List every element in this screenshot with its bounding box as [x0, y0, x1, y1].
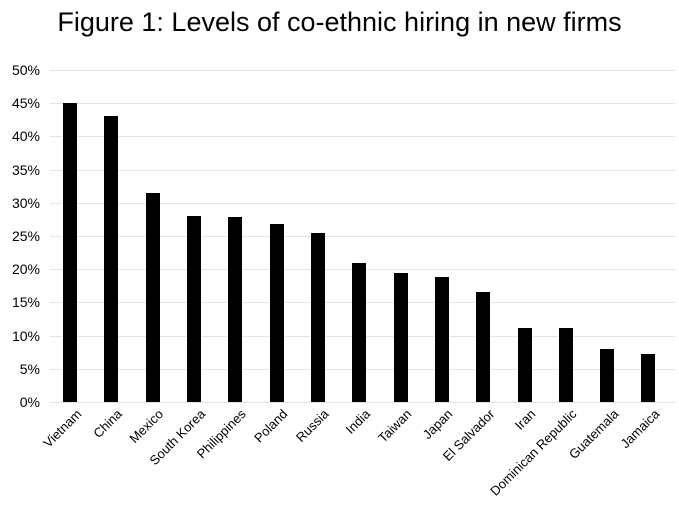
- grid-line: [50, 236, 675, 237]
- y-tick-label: 45%: [11, 95, 40, 112]
- x-tick-label: Iran: [511, 406, 539, 433]
- grid-line: [50, 103, 675, 105]
- chart-title: Figure 1: Levels of co-ethnic hiring in …: [57, 7, 622, 37]
- y-tick-label: 35%: [11, 161, 40, 178]
- bar-jamaica: [641, 354, 656, 402]
- bar-poland: [269, 224, 284, 402]
- bar-japan: [434, 277, 449, 402]
- grid-line: [50, 202, 675, 204]
- y-tick-label: 20%: [11, 261, 40, 278]
- x-tick-label: Russia: [293, 406, 332, 446]
- bar-guatemala: [600, 348, 615, 402]
- bar-russia: [310, 233, 325, 402]
- y-tick-label: 10%: [11, 327, 40, 344]
- x-tick-label: Japan: [420, 406, 456, 442]
- bar-india: [352, 262, 367, 402]
- bar-iran: [517, 327, 532, 402]
- bar-taiwan: [393, 272, 408, 402]
- x-tick-label: Jamaica: [617, 406, 663, 452]
- y-tick-label: 5%: [19, 360, 40, 377]
- y-tick-label: 40%: [11, 128, 40, 145]
- bar-vietnam: [63, 103, 77, 402]
- x-tick-label: Taiwan: [375, 406, 415, 446]
- y-tick-label: 50%: [11, 62, 40, 78]
- bar-china: [104, 116, 119, 402]
- x-tick-label: Mexico: [126, 406, 167, 447]
- bar-south-korea: [186, 216, 201, 402]
- grid-line: [50, 136, 675, 138]
- grid-line: [50, 70, 675, 71]
- bar-el-salvador: [476, 292, 491, 402]
- bar-dominican-republic: [558, 327, 573, 402]
- x-tick-label: Vietnam: [39, 406, 84, 451]
- x-tick-label: India: [342, 406, 374, 437]
- bar-philippines: [228, 217, 243, 402]
- y-tick-label: 15%: [11, 294, 40, 311]
- grid-line: [50, 402, 675, 403]
- bar-mexico: [145, 192, 160, 402]
- grid-line: [50, 169, 675, 171]
- y-tick-label: 25%: [11, 228, 40, 244]
- y-tick-label: 30%: [11, 194, 40, 211]
- x-tick-label: China: [90, 406, 126, 441]
- y-tick-label: 0%: [19, 394, 40, 410]
- x-tick-label: Poland: [251, 406, 291, 446]
